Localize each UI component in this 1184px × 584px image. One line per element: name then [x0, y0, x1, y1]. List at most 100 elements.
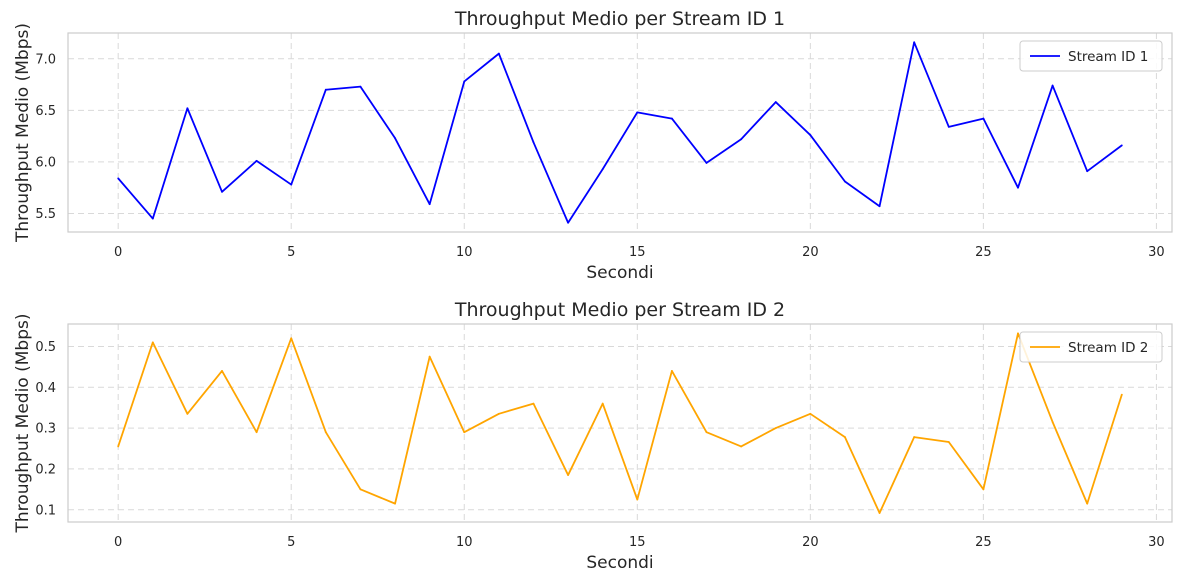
data-point [740, 445, 743, 448]
data-point [394, 502, 396, 505]
data-point [982, 488, 985, 491]
data-point [1086, 170, 1089, 173]
series-line [117, 41, 1123, 224]
data-point [324, 88, 327, 91]
y-axis-label: Throughput Medio (Mbps) [13, 314, 33, 534]
data-point [774, 427, 777, 430]
x-tick-label: 20 [802, 245, 819, 260]
x-tick-label: 0 [114, 535, 122, 550]
data-point [1051, 84, 1054, 87]
y-tick-label: 0.4 [35, 381, 56, 396]
data-point [740, 138, 743, 141]
data-point [463, 80, 466, 83]
y-tick-label: 5.5 [35, 207, 56, 222]
data-point [636, 498, 639, 501]
data-point [913, 436, 916, 438]
y-tick-label: 7.0 [35, 52, 56, 67]
data-point [1017, 186, 1019, 189]
data-point [1017, 332, 1019, 335]
data-point [497, 412, 500, 415]
series-line [117, 332, 1123, 514]
data-point [705, 162, 708, 164]
x-axis-label: Secondi [586, 263, 653, 283]
data-point [774, 101, 777, 103]
data-point [844, 436, 846, 438]
data-point [705, 431, 708, 434]
data-point [671, 370, 673, 372]
data-point [532, 141, 535, 144]
chart-title: Throughput Medio per Stream ID 1 [454, 8, 785, 30]
data-point [359, 488, 362, 491]
data-point [1120, 144, 1123, 147]
data-point [567, 221, 569, 224]
data-point [255, 159, 258, 162]
data-point [428, 203, 431, 206]
y-tick-label: 0.5 [35, 340, 56, 355]
data-point [601, 168, 604, 171]
y-tick-label: 0.1 [35, 503, 56, 518]
plot-frame [67, 32, 1173, 233]
data-point [151, 341, 154, 344]
data-point [947, 441, 950, 443]
y-axis-label: Throughput Medio (Mbps) [13, 23, 33, 243]
x-tick-label: 15 [629, 535, 646, 550]
data-point [532, 402, 535, 405]
data-point [186, 412, 189, 415]
data-point [809, 412, 812, 415]
x-tick-label: 25 [975, 535, 992, 550]
data-point [497, 52, 500, 55]
data-point [878, 512, 881, 514]
legend-label: Stream ID 2 [1068, 340, 1148, 356]
data-point [221, 190, 223, 193]
x-axis-label: Secondi [586, 553, 653, 573]
data-point [636, 111, 639, 114]
data-point [221, 370, 223, 372]
data-point [359, 85, 362, 88]
data-point [1120, 393, 1123, 396]
data-point [117, 445, 120, 448]
x-tick-label: 5 [287, 535, 295, 550]
data-point [878, 205, 881, 208]
legend-box [1019, 40, 1163, 72]
data-point [255, 431, 258, 434]
data-point [844, 180, 846, 183]
data-point [947, 125, 950, 128]
y-tick-label: 0.3 [35, 422, 56, 437]
x-tick-label: 10 [456, 535, 473, 550]
data-point [567, 474, 569, 476]
data-point [809, 134, 812, 136]
data-point [1086, 502, 1089, 505]
data-point [290, 337, 293, 340]
y-tick-label: 6.5 [35, 104, 56, 119]
data-point [290, 183, 293, 186]
x-tick-label: 0 [114, 245, 122, 260]
x-tick-label: 25 [975, 245, 992, 260]
chart-title: Throughput Medio per Stream ID 2 [454, 299, 785, 321]
x-tick-label: 30 [1148, 245, 1165, 260]
data-point [186, 107, 189, 110]
y-tick-label: 0.2 [35, 462, 56, 477]
x-tick-label: 20 [802, 535, 819, 550]
data-point [671, 117, 673, 120]
y-tick-label: 6.0 [35, 155, 56, 170]
x-tick-label: 30 [1148, 535, 1165, 550]
x-tick-label: 15 [629, 245, 646, 260]
data-point [394, 137, 396, 140]
x-tick-label: 5 [287, 245, 295, 260]
data-point [1051, 421, 1054, 423]
plot-frame [67, 323, 1173, 523]
data-point [982, 117, 985, 120]
data-point [117, 177, 120, 180]
data-point [428, 355, 431, 358]
data-point [913, 41, 916, 44]
legend-box [1019, 331, 1163, 363]
data-point [151, 217, 154, 220]
data-point [601, 402, 604, 405]
x-tick-label: 10 [456, 245, 473, 260]
data-point [324, 431, 327, 434]
legend-label: Stream ID 1 [1068, 49, 1148, 65]
data-point [463, 431, 466, 434]
